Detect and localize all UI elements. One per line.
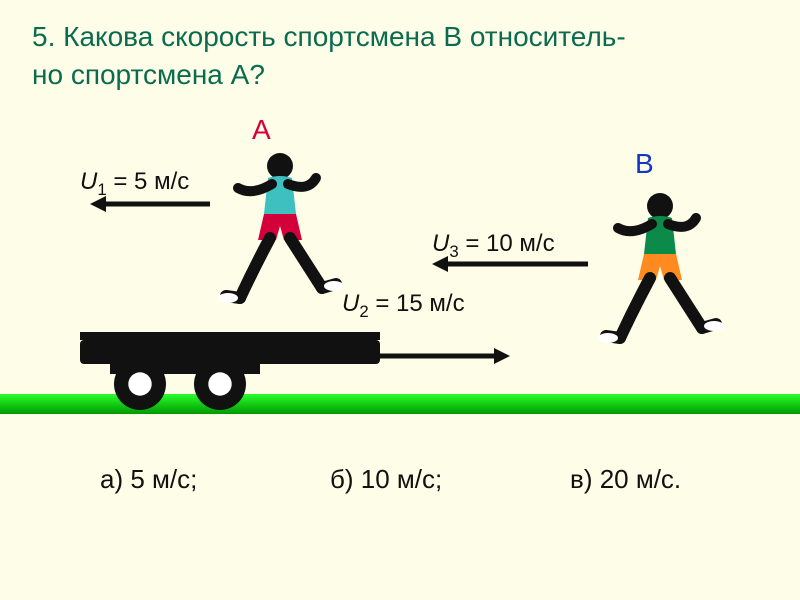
answer-c: в) 20 м/с. [570,464,681,495]
runner-b [590,188,730,388]
runner-a [210,148,350,348]
answer-b: б) 10 м/с; [330,464,442,495]
physics-slide: 5. Какова скорость спортсмена B относите… [0,0,800,600]
answer-a: а) 5 м/с; [100,464,197,495]
